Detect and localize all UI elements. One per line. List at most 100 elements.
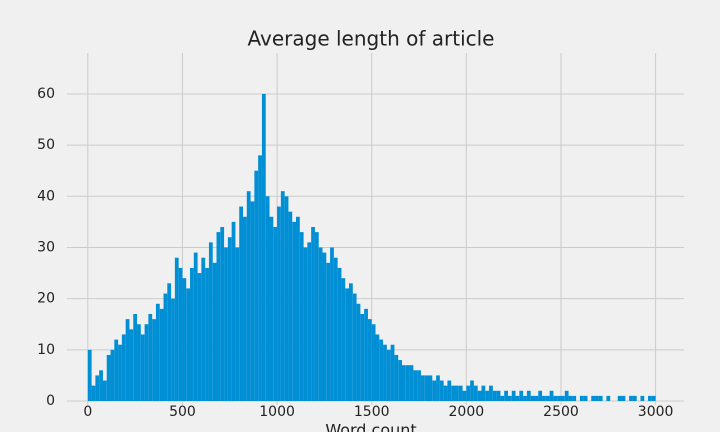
x-axis-label: Word count: [325, 421, 416, 432]
y-tick-label: 0: [46, 393, 55, 409]
bar: [458, 385, 463, 401]
bar: [118, 344, 122, 401]
bar: [296, 216, 300, 401]
bar: [299, 232, 304, 401]
bar: [549, 390, 554, 401]
bar: [341, 278, 346, 401]
bar: [322, 252, 327, 401]
bar: [292, 221, 297, 401]
bar: [152, 319, 156, 401]
bar: [651, 395, 656, 401]
bar: [542, 395, 546, 401]
bar: [110, 349, 115, 401]
bar: [439, 380, 444, 401]
bar: [401, 365, 406, 401]
bar: [383, 344, 387, 401]
bar: [231, 221, 236, 401]
bar: [538, 390, 543, 401]
bar: [564, 390, 569, 401]
bar: [583, 395, 588, 401]
bar: [466, 385, 471, 401]
bar: [485, 390, 490, 401]
bar: [148, 314, 153, 401]
bar: [572, 395, 577, 401]
bar: [591, 395, 596, 401]
bar: [258, 155, 262, 401]
bar: [473, 385, 478, 401]
bar: [454, 385, 459, 401]
bar: [182, 278, 187, 401]
bar: [390, 344, 395, 401]
bars: [87, 93, 656, 402]
bar: [167, 283, 172, 401]
bar: [617, 395, 622, 401]
bar: [428, 375, 433, 401]
bar: [155, 303, 160, 401]
bar: [447, 380, 452, 401]
bar: [595, 395, 599, 401]
bar: [99, 370, 103, 401]
x-tick-label: 3000: [638, 404, 674, 420]
bar: [496, 390, 501, 401]
bar: [114, 339, 119, 401]
y-tick-label: 10: [37, 342, 55, 358]
bar: [106, 354, 111, 401]
bar: [519, 390, 524, 401]
bar: [523, 395, 527, 401]
bar: [250, 201, 255, 401]
bar: [186, 288, 191, 401]
bar: [470, 380, 474, 401]
bar: [405, 365, 410, 401]
bar: [557, 395, 561, 401]
bar: [326, 262, 331, 401]
bar: [515, 395, 520, 401]
bar: [159, 308, 164, 401]
bar: [417, 370, 421, 401]
bar: [534, 395, 539, 401]
bar: [197, 273, 202, 401]
bar: [568, 395, 573, 401]
bar: [352, 293, 357, 401]
bar: [367, 319, 372, 401]
bar: [398, 360, 402, 401]
x-tick-label: 0: [83, 404, 92, 420]
bar: [349, 283, 353, 401]
bar: [409, 365, 414, 401]
x-tick-label: 1500: [354, 404, 390, 420]
bar: [87, 349, 92, 401]
bar: [443, 385, 448, 401]
bar: [356, 303, 361, 401]
bar: [413, 370, 418, 401]
bar: [227, 237, 232, 401]
bar: [553, 395, 558, 401]
bar: [451, 385, 455, 401]
x-tick-label: 2500: [543, 404, 579, 420]
bar: [284, 196, 289, 401]
bar: [269, 216, 274, 401]
bar: [205, 267, 209, 401]
bar: [477, 390, 482, 401]
bar: [137, 324, 141, 401]
bar: [216, 232, 221, 401]
bar: [481, 385, 486, 401]
bar: [629, 395, 633, 401]
y-tick-label: 60: [37, 86, 55, 102]
bar: [579, 395, 584, 401]
bar: [420, 375, 425, 401]
bar: [394, 354, 399, 401]
x-tick-label: 1000: [259, 404, 295, 420]
bar: [243, 216, 247, 401]
bar: [526, 390, 531, 401]
bar: [632, 395, 637, 401]
bar: [432, 380, 437, 401]
bar: [424, 375, 429, 401]
bar: [311, 227, 315, 401]
bar: [560, 395, 565, 401]
bar: [489, 385, 493, 401]
y-tick-label: 20: [37, 291, 55, 307]
labels: 0 10 20 30 40 50 60 0 500 1000 1500 2000 2500 3000: [37, 86, 673, 420]
bar: [648, 395, 652, 401]
bar: [190, 267, 194, 401]
